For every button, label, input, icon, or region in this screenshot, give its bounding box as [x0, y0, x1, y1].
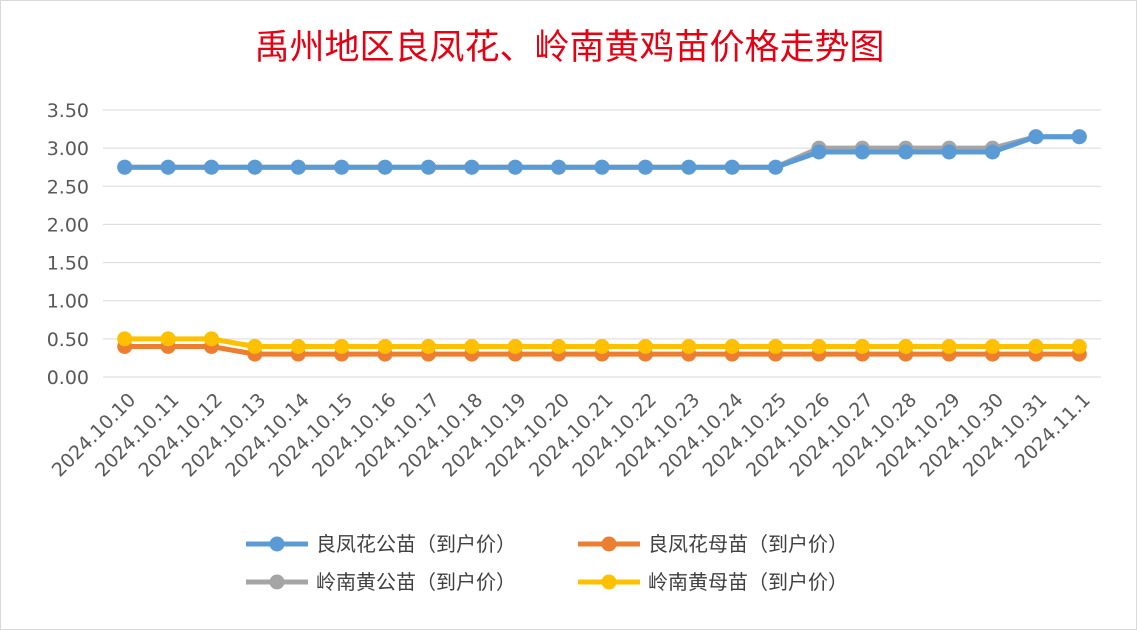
y-tick-label: 2.50	[47, 176, 89, 198]
data-point	[507, 338, 523, 354]
data-point	[898, 144, 914, 160]
y-tick-label: 3.00	[47, 138, 89, 160]
series-lines	[117, 129, 1087, 362]
data-point	[1071, 338, 1087, 354]
data-point	[768, 159, 784, 175]
data-point	[551, 338, 567, 354]
legend-label: 良凤花公苗（到户价）	[316, 532, 516, 556]
data-point	[594, 338, 610, 354]
data-point	[290, 338, 306, 354]
data-point	[985, 338, 1001, 354]
data-point	[681, 159, 697, 175]
legend-marker	[601, 574, 617, 590]
data-point	[507, 159, 523, 175]
data-point	[551, 159, 567, 175]
data-point	[637, 159, 653, 175]
data-point	[768, 338, 784, 354]
data-point	[811, 144, 827, 160]
y-tick-label: 2.00	[47, 214, 89, 236]
data-point	[941, 338, 957, 354]
data-point	[334, 338, 350, 354]
data-point	[334, 159, 350, 175]
data-point	[290, 159, 306, 175]
legend-marker	[269, 574, 285, 590]
y-tick-label: 0.50	[47, 329, 89, 351]
legend-label: 岭南黄母苗（到户价）	[648, 570, 848, 594]
data-point	[724, 338, 740, 354]
data-point	[377, 338, 393, 354]
y-axis-ticks: 0.00 0.50 1.00 1.50 2.00 2.50 3.00 3.50	[47, 100, 89, 389]
data-point	[811, 338, 827, 354]
data-point	[681, 338, 697, 354]
data-point	[117, 159, 133, 175]
data-point	[941, 144, 957, 160]
data-point	[377, 159, 393, 175]
chart-title: 禹州地区良凤花、岭南黄鸡苗价格走势图	[254, 28, 885, 68]
y-tick-label: 1.00	[47, 291, 89, 313]
data-point	[160, 331, 176, 347]
data-point	[1028, 129, 1044, 145]
y-tick-label: 3.50	[47, 100, 89, 122]
data-point	[854, 144, 870, 160]
x-axis-ticks: 2024.10.102024.10.112024.10.122024.10.13…	[48, 389, 1095, 481]
series-3	[117, 331, 1087, 354]
y-tick-label: 0.00	[47, 367, 89, 389]
data-point	[854, 338, 870, 354]
data-point	[420, 338, 436, 354]
data-point	[1028, 338, 1044, 354]
y-tick-label: 1.50	[47, 253, 89, 275]
data-point	[247, 338, 263, 354]
data-point	[1071, 129, 1087, 145]
legend-label: 良凤花母苗（到户价）	[648, 532, 848, 556]
data-point	[594, 159, 610, 175]
legend-item: 岭南黄公苗（到户价）	[246, 570, 516, 594]
legend-marker	[601, 536, 617, 552]
data-point	[464, 338, 480, 354]
data-point	[898, 338, 914, 354]
data-point	[203, 331, 219, 347]
data-point	[117, 331, 133, 347]
series-0	[117, 129, 1087, 175]
data-point	[203, 159, 219, 175]
legend-marker	[269, 536, 285, 552]
legend-label: 岭南黄公苗（到户价）	[316, 570, 516, 594]
data-point	[247, 159, 263, 175]
legend-item: 良凤花公苗（到户价）	[246, 532, 516, 556]
data-point	[724, 159, 740, 175]
gridlines	[103, 109, 1101, 378]
data-point	[985, 144, 1001, 160]
data-point	[420, 159, 436, 175]
legend-item: 岭南黄母苗（到户价）	[578, 570, 848, 594]
data-point	[160, 159, 176, 175]
data-point	[464, 159, 480, 175]
legend-item: 良凤花母苗（到户价）	[578, 532, 848, 556]
legend: 良凤花公苗（到户价） 良凤花母苗（到户价） 岭南黄公苗（到户价） 岭南黄母苗（到户价）	[246, 532, 848, 594]
data-point	[637, 338, 653, 354]
